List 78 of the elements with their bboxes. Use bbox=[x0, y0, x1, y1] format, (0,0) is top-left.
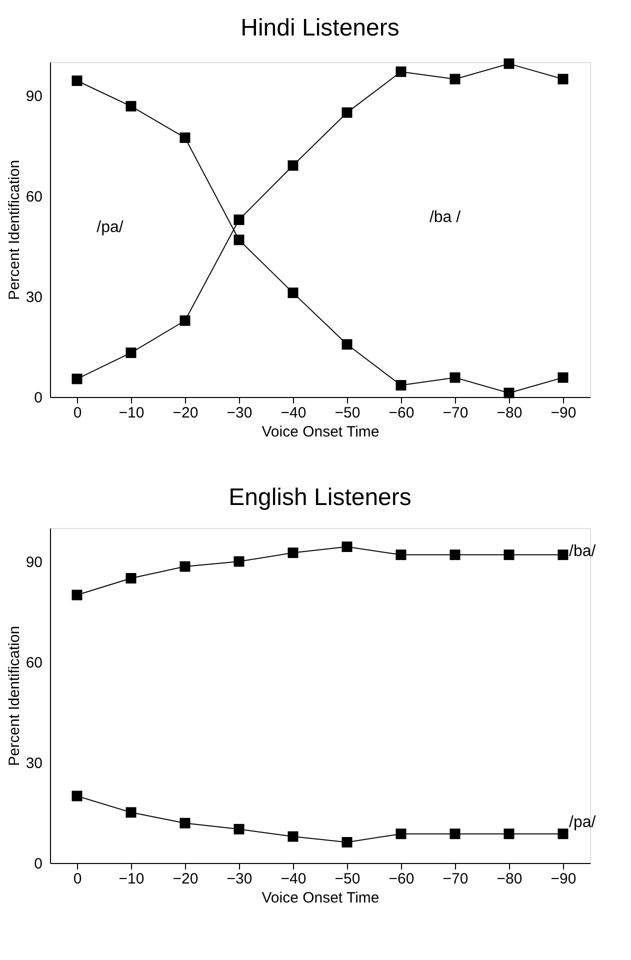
point bbox=[126, 100, 136, 112]
x-tick-label: −40 bbox=[280, 870, 306, 888]
point bbox=[180, 315, 190, 326]
point bbox=[234, 824, 244, 834]
chart-title: Hindi Listeners bbox=[240, 14, 400, 42]
point bbox=[126, 807, 136, 818]
point bbox=[234, 214, 244, 226]
point bbox=[72, 790, 82, 802]
point bbox=[558, 828, 568, 840]
x-axis-title: Voice Onset Time bbox=[262, 890, 380, 906]
x-tick-label: −50 bbox=[334, 870, 360, 888]
point bbox=[126, 348, 136, 358]
annotation: /ba / bbox=[429, 209, 462, 226]
point bbox=[558, 74, 568, 84]
point bbox=[450, 74, 460, 84]
point bbox=[396, 550, 406, 560]
point bbox=[396, 828, 406, 840]
point bbox=[450, 372, 460, 383]
point bbox=[504, 388, 514, 398]
point bbox=[288, 548, 298, 558]
point bbox=[126, 573, 136, 584]
x-tick-label: −30 bbox=[226, 404, 252, 422]
point bbox=[342, 836, 352, 848]
y-tick-label: 60 bbox=[26, 188, 42, 206]
point bbox=[504, 550, 514, 560]
y-axis-title: Percent Identification bbox=[6, 160, 23, 300]
point bbox=[396, 66, 406, 77]
point bbox=[180, 818, 190, 828]
point bbox=[72, 374, 82, 384]
chart-title: English Listeners bbox=[228, 484, 412, 511]
series-label: /pa/ bbox=[569, 814, 596, 831]
x-tick-label: −20 bbox=[172, 404, 198, 422]
x-tick-label: −60 bbox=[388, 404, 414, 422]
x-tick-label: −80 bbox=[496, 870, 522, 888]
point bbox=[558, 372, 568, 383]
x-tick-label: −80 bbox=[496, 404, 522, 422]
x-axis-title: Voice Onset Time bbox=[262, 424, 380, 440]
x-tick-label: −30 bbox=[226, 870, 252, 888]
point bbox=[288, 288, 298, 298]
y-tick-label: 60 bbox=[26, 654, 42, 672]
point bbox=[342, 542, 352, 552]
point bbox=[342, 339, 352, 350]
y-tick-label: 0 bbox=[34, 856, 42, 872]
x-tick-label: −10 bbox=[118, 870, 144, 888]
point bbox=[180, 132, 190, 143]
point bbox=[504, 828, 514, 840]
point bbox=[558, 550, 568, 560]
y-tick-label: 90 bbox=[26, 554, 42, 571]
x-tick-label: −90 bbox=[550, 404, 576, 422]
y-tick-label: 30 bbox=[26, 755, 42, 772]
y-tick-label: 30 bbox=[26, 289, 42, 306]
point bbox=[288, 160, 298, 171]
x-tick-label: −20 bbox=[172, 870, 198, 888]
y-axis-title: Percent Identification bbox=[6, 626, 23, 766]
point bbox=[180, 561, 190, 572]
x-tick-label: −50 bbox=[334, 404, 360, 422]
point bbox=[72, 76, 82, 86]
x-tick-label: −10 bbox=[118, 404, 144, 422]
y-tick-label: 0 bbox=[34, 390, 42, 406]
point bbox=[234, 234, 244, 246]
point bbox=[234, 556, 244, 567]
x-tick-label: −70 bbox=[442, 870, 468, 888]
point bbox=[450, 550, 460, 560]
x-tick-label: −90 bbox=[550, 870, 576, 888]
x-tick-label: −40 bbox=[280, 404, 306, 422]
x-tick-label: −60 bbox=[388, 870, 414, 888]
x-tick-label: −70 bbox=[442, 404, 468, 422]
point bbox=[72, 590, 82, 600]
point bbox=[288, 831, 298, 842]
point bbox=[342, 107, 352, 118]
y-tick-label: 90 bbox=[26, 88, 42, 105]
x-tick-label: 0 bbox=[73, 870, 82, 888]
annotation: /pa/ bbox=[96, 219, 124, 236]
point bbox=[396, 380, 406, 391]
x-tick-label: 0 bbox=[73, 404, 82, 422]
point bbox=[450, 828, 460, 840]
series-label: /ba/ bbox=[569, 542, 596, 560]
point bbox=[504, 58, 514, 69]
